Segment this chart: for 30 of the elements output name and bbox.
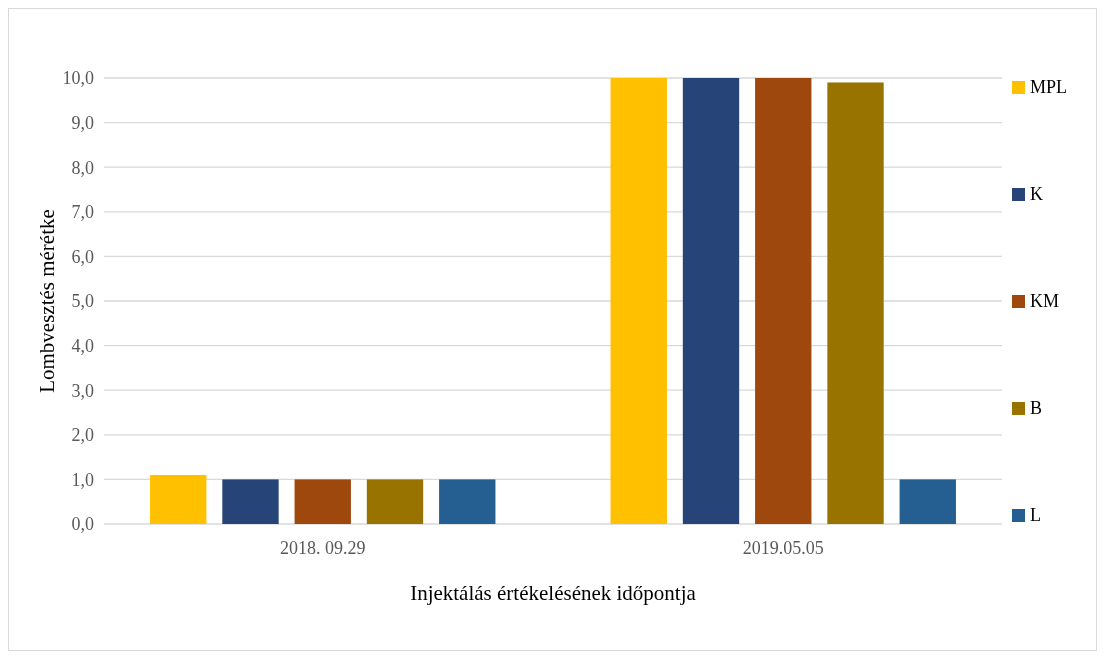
y-tick-label: 4,0 xyxy=(71,335,94,356)
bar xyxy=(827,82,884,524)
legend-label: B xyxy=(1030,398,1043,419)
legend-label: K xyxy=(1030,184,1043,205)
x-axis-title: Injektálás értékelésének időpontja xyxy=(410,581,697,605)
y-tick-label: 5,0 xyxy=(71,291,94,312)
y-axis-title: Lombvesztés mérétke xyxy=(35,209,59,393)
bar xyxy=(610,78,667,524)
y-tick-label: 3,0 xyxy=(71,380,94,401)
y-tick-label: 9,0 xyxy=(71,112,94,133)
bar xyxy=(755,78,812,524)
x-tick-label: 2019.05.05 xyxy=(742,538,824,558)
y-tick-label: 0,0 xyxy=(71,514,94,535)
y-tick-label: 8,0 xyxy=(71,157,94,178)
bar xyxy=(899,479,956,524)
legend-label: MPL xyxy=(1030,77,1068,98)
y-tick-label: 10,0 xyxy=(62,68,94,89)
y-tick-label: 6,0 xyxy=(71,246,94,267)
bar xyxy=(294,479,351,524)
bar xyxy=(682,78,740,524)
bar xyxy=(150,474,207,524)
legend-label: KM xyxy=(1030,291,1060,312)
x-tick-label: 2018. 09.29 xyxy=(279,538,366,558)
y-tick-label: 7,0 xyxy=(71,202,94,223)
bar xyxy=(366,479,424,524)
y-tick-label: 1,0 xyxy=(71,469,94,490)
bar xyxy=(222,479,279,524)
legend-label: L xyxy=(1030,505,1041,526)
bar xyxy=(439,479,496,524)
y-tick-label: 2,0 xyxy=(71,425,94,446)
